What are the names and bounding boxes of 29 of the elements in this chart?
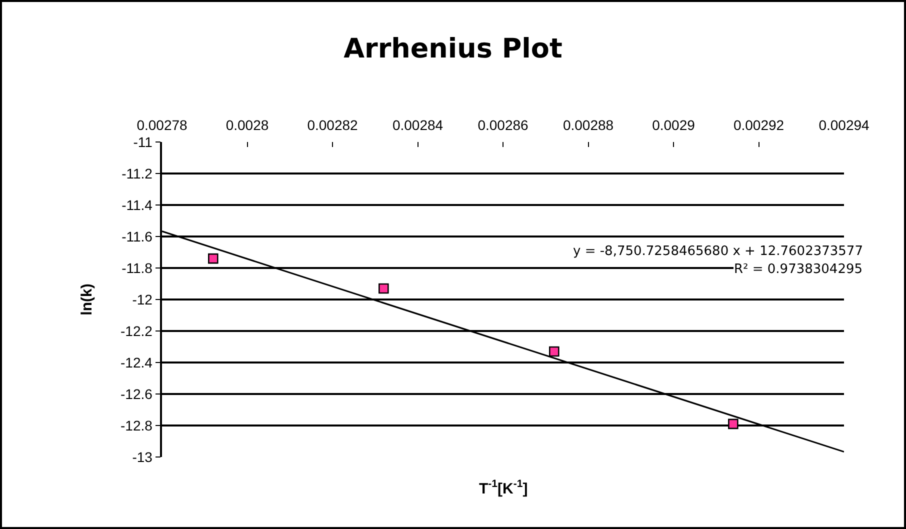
y-tick-label: -11.8 xyxy=(122,260,153,276)
point xyxy=(549,346,560,357)
x-tick-label: 0.00288 xyxy=(562,117,614,134)
point xyxy=(378,283,389,294)
y-axis-title: ln(k) xyxy=(78,284,96,316)
y-tick-label: -11.4 xyxy=(122,196,153,213)
y-tick-label: -11.2 xyxy=(122,165,153,182)
x-tick-label: 0.00278 xyxy=(136,117,188,134)
y-tick-label: -11.6 xyxy=(122,228,153,244)
annotation: R² = 0.9738304295 xyxy=(734,262,863,277)
y-tick-label: -12.2 xyxy=(120,322,153,339)
chart-title: Arrhenius Plot xyxy=(344,34,562,65)
x-tick-label: 0.00282 xyxy=(307,117,358,134)
point xyxy=(208,253,218,264)
point xyxy=(728,418,738,430)
y-tick-label: -12.8 xyxy=(120,417,153,434)
annotation: y = -8,750.7258465680 x + 12.7602373577 xyxy=(573,244,863,259)
y-tick-label: -12.6 xyxy=(120,386,153,402)
x-tick-label: 0.00294 xyxy=(818,117,870,134)
y-tick-label: -11 xyxy=(133,134,153,150)
x-tick-label: 0.00286 xyxy=(478,117,529,134)
x-axis-title: T$^{-1}$[K$^{-1}$] xyxy=(479,478,528,498)
x-tick-label: 0.0028 xyxy=(226,117,269,134)
y-tick-label: -13 xyxy=(132,448,153,465)
x-tick-label: 0.00284 xyxy=(392,117,444,134)
x-tick-label: 0.0029 xyxy=(652,117,696,134)
x-tick-label: 0.00292 xyxy=(733,117,784,134)
y-tick-label: -12.4 xyxy=(120,354,153,370)
y-tick-label: -12 xyxy=(132,291,153,308)
